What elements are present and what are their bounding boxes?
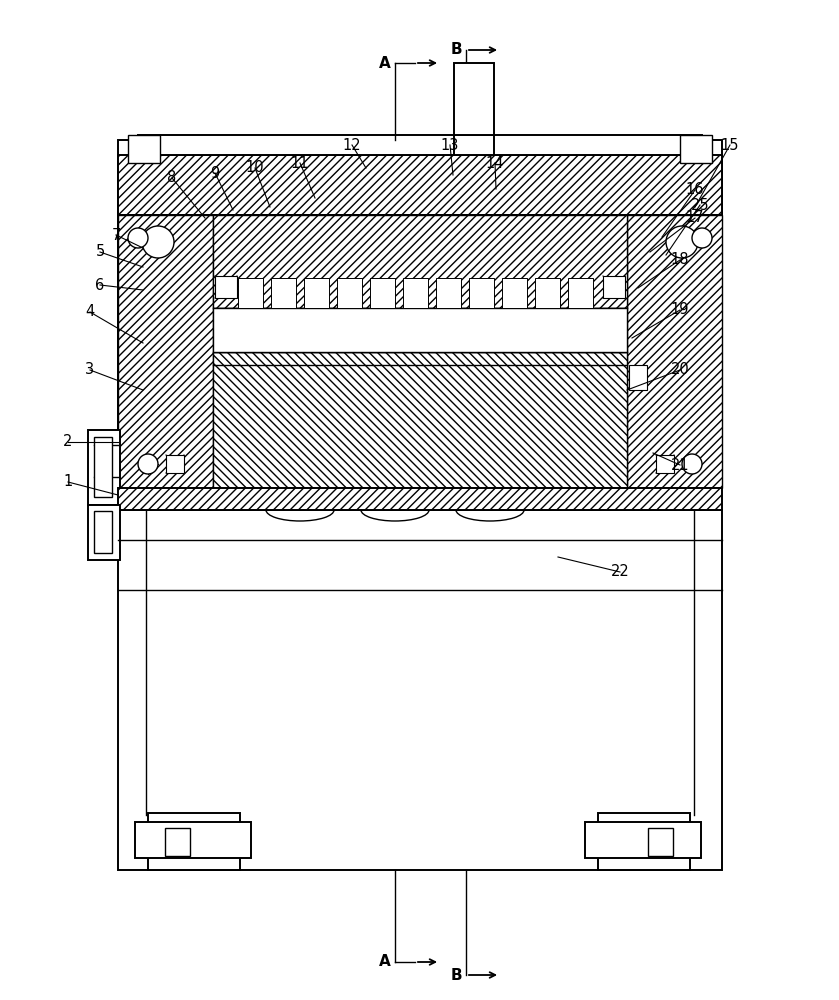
Bar — [370, 278, 395, 308]
Bar — [502, 278, 527, 308]
Text: 6: 6 — [96, 277, 105, 292]
Bar — [603, 276, 625, 298]
Circle shape — [682, 454, 702, 474]
Bar — [680, 135, 712, 163]
Bar — [469, 278, 494, 308]
Text: 3: 3 — [86, 362, 95, 377]
Bar — [215, 276, 237, 298]
Text: 7: 7 — [112, 228, 121, 242]
Text: 1: 1 — [64, 475, 73, 489]
Circle shape — [138, 454, 158, 474]
Text: 13: 13 — [440, 137, 459, 152]
Bar — [118, 215, 722, 488]
Text: 4: 4 — [86, 304, 95, 320]
Bar — [118, 140, 722, 488]
Text: 19: 19 — [670, 302, 690, 318]
Circle shape — [128, 228, 148, 248]
Bar — [118, 488, 722, 510]
Text: 18: 18 — [670, 252, 690, 267]
Bar — [598, 813, 690, 870]
Text: 17: 17 — [685, 211, 704, 226]
Text: 14: 14 — [486, 155, 504, 170]
Bar — [568, 278, 593, 308]
Bar — [165, 828, 190, 856]
Text: 15: 15 — [721, 137, 739, 152]
Text: B: B — [451, 42, 461, 57]
Bar — [88, 505, 120, 560]
Bar — [128, 135, 160, 163]
Bar — [629, 365, 647, 390]
Bar — [648, 828, 673, 856]
Bar — [436, 278, 461, 308]
Text: 22: 22 — [611, 564, 629, 580]
Text: 2: 2 — [63, 434, 73, 450]
Bar — [118, 215, 213, 488]
Bar — [148, 813, 240, 870]
Bar — [627, 215, 722, 488]
Bar — [94, 511, 112, 553]
Bar — [138, 135, 702, 155]
Bar — [213, 308, 627, 352]
Text: 9: 9 — [211, 165, 220, 180]
Bar — [304, 278, 329, 308]
Bar — [135, 822, 251, 858]
Text: 5: 5 — [96, 244, 105, 259]
Text: 11: 11 — [291, 155, 310, 170]
Bar — [166, 455, 184, 473]
Text: 25: 25 — [690, 198, 709, 213]
Bar — [238, 278, 263, 308]
Text: 8: 8 — [167, 170, 177, 186]
Bar — [337, 278, 362, 308]
Bar — [271, 278, 296, 308]
Bar — [213, 215, 627, 308]
Circle shape — [142, 226, 174, 258]
Bar — [88, 430, 120, 505]
Text: 21: 21 — [670, 458, 690, 473]
Bar — [454, 63, 494, 135]
Text: 12: 12 — [342, 137, 362, 152]
Bar — [118, 510, 722, 870]
Bar — [94, 437, 112, 497]
Text: A: A — [379, 55, 391, 70]
Bar — [213, 352, 627, 488]
Circle shape — [666, 226, 698, 258]
Text: B: B — [451, 968, 461, 982]
Bar — [118, 155, 722, 215]
Circle shape — [692, 228, 712, 248]
Text: 16: 16 — [685, 182, 704, 198]
Text: 10: 10 — [246, 160, 264, 176]
Bar — [403, 278, 428, 308]
Bar — [585, 822, 701, 858]
Text: A: A — [379, 954, 391, 970]
Text: 20: 20 — [670, 362, 690, 377]
Bar — [656, 455, 674, 473]
Bar — [535, 278, 560, 308]
